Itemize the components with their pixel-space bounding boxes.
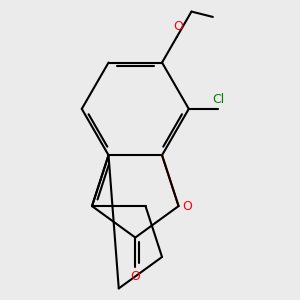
Text: O: O: [173, 20, 183, 33]
Text: O: O: [130, 270, 140, 283]
Text: Cl: Cl: [212, 93, 224, 106]
Text: O: O: [183, 200, 193, 213]
